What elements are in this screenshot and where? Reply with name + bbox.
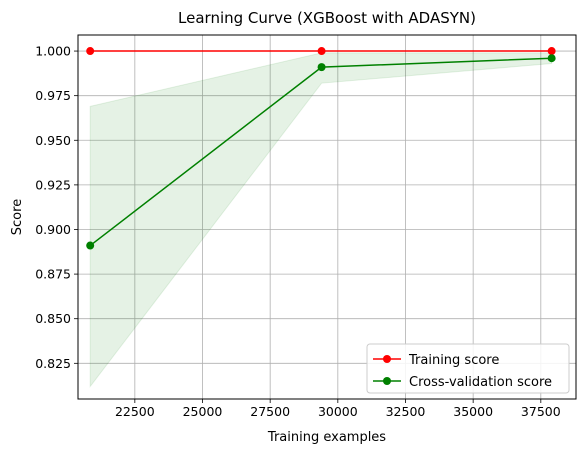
x-tick-label: 32500 (386, 404, 426, 419)
y-tick-label: 0.925 (35, 177, 71, 192)
y-tick-label: 0.850 (35, 311, 71, 326)
x-tick-label: 35000 (453, 404, 493, 419)
x-axis-label: Training examples (267, 430, 386, 445)
x-tick-label: 27500 (250, 404, 290, 419)
y-tick-label: 1.000 (35, 44, 71, 59)
legend: Training score Cross-validation score (366, 343, 570, 394)
legend-label-training: Training score (408, 353, 499, 368)
legend-marker-training (383, 355, 391, 363)
data-point-1 (547, 54, 556, 63)
x-tick-label: 30000 (318, 404, 358, 419)
legend-label-cv: Cross-validation score (409, 375, 552, 390)
y-tick-label: 0.875 (35, 267, 71, 282)
y-tick-label: 0.825 (35, 356, 71, 371)
data-point-0 (317, 47, 326, 56)
y-tick-label: 0.900 (35, 222, 71, 237)
y-tick-label: 0.975 (35, 88, 71, 103)
legend-box (366, 343, 570, 394)
chart-title: Learning Curve (XGBoost with ADASYN) (178, 9, 476, 27)
data-point-1 (317, 63, 326, 72)
x-tick-label: 37500 (521, 404, 561, 419)
x-axis-ticks: 22500 25000 27500 30000 32500 35000 37500 (115, 399, 561, 419)
data-point-0 (86, 47, 95, 56)
x-tick-label: 22500 (115, 404, 155, 419)
x-tick-label: 25000 (183, 404, 223, 419)
y-tick-label: 0.950 (35, 133, 71, 148)
plot-frame (77, 34, 577, 400)
data-point-0 (547, 47, 556, 56)
y-axis-ticks: 0.825 0.850 0.875 0.900 0.925 0.950 0.975 1.000 (35, 44, 78, 371)
y-axis-label: Score (10, 199, 25, 235)
legend-marker-cv (383, 377, 391, 385)
series-lines (86, 47, 556, 250)
data-point-1 (86, 241, 95, 250)
